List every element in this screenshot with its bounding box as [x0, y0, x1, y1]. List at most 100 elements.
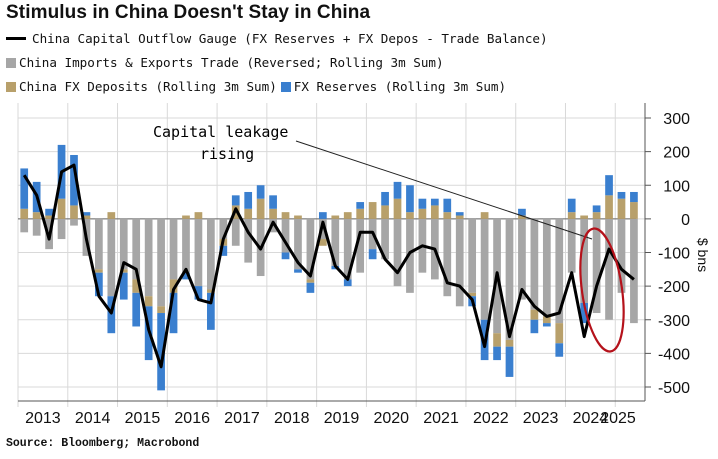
- bar: [294, 269, 302, 273]
- bar: [368, 202, 377, 219]
- bar: [567, 198, 576, 213]
- x-tick-label: 2019: [324, 410, 360, 427]
- bar: [381, 218, 389, 260]
- bar: [269, 208, 277, 219]
- bar: [592, 205, 601, 213]
- bar: [95, 269, 103, 273]
- bar: [493, 333, 501, 347]
- bar: [406, 212, 414, 219]
- bar: [95, 218, 103, 270]
- bar: [630, 191, 638, 203]
- annotation-line-1: Capital leakage: [153, 123, 288, 141]
- bar: [294, 218, 302, 270]
- bar: [580, 302, 589, 324]
- bar: [45, 208, 53, 216]
- bar: [356, 218, 365, 273]
- bar: [331, 215, 340, 219]
- y-tick-label: 100: [663, 178, 690, 195]
- bar: [480, 218, 489, 320]
- legend-row-2: China Imports & Exports Trade (Reversed;…: [6, 55, 448, 70]
- bar: [70, 205, 78, 219]
- y-tick-label: 0: [681, 212, 690, 229]
- legend-label-fx-reserves: FX Reserves (Rolling 3m Sum): [293, 79, 507, 94]
- bar: [107, 218, 116, 297]
- bar: [20, 218, 29, 233]
- x-tick-label: 2018: [274, 410, 310, 427]
- bar: [169, 292, 178, 334]
- bar: [605, 195, 613, 219]
- y-tick-label: 200: [663, 145, 690, 162]
- bar: [244, 208, 253, 219]
- x-tick-label: 2025: [600, 410, 636, 427]
- annotation-arrow: [295, 140, 593, 240]
- bar: [306, 279, 315, 283]
- chart-title: Stimulus in China Doesn't Stay in China: [6, 2, 371, 23]
- legend-swatch-outflow-gauge: [6, 37, 26, 40]
- bar: [343, 212, 352, 219]
- bar: [32, 212, 41, 219]
- x-tick-label: 2022: [473, 410, 509, 427]
- legend-swatch-fx-deposits: [6, 81, 16, 92]
- bar: [306, 218, 315, 280]
- bar: [107, 296, 116, 334]
- x-tick-label: 2023: [523, 410, 559, 427]
- bar: [20, 168, 29, 209]
- y-axis-label: $ bns: [695, 238, 711, 272]
- bar: [605, 175, 613, 196]
- bar: [356, 208, 365, 219]
- bar: [207, 292, 215, 330]
- bar: [318, 239, 327, 246]
- bar: [555, 343, 564, 357]
- annotation-line-2: rising: [200, 145, 254, 163]
- legend-label-trade: China Imports & Exports Trade (Reversed;…: [19, 55, 444, 70]
- bar: [418, 198, 427, 209]
- x-tick-label: 2014: [75, 410, 111, 427]
- bar: [505, 339, 514, 347]
- bar: [505, 218, 514, 340]
- bar: [343, 279, 352, 287]
- bar: [32, 218, 41, 236]
- legend-row-1: China Capital Outflow Gauge (FX Reserves…: [6, 31, 552, 46]
- bar: [455, 218, 464, 307]
- bar: [281, 212, 290, 219]
- y-tick-label: -400: [658, 346, 690, 363]
- bar: [119, 218, 128, 270]
- bar: [194, 286, 203, 300]
- legend-item-outflow-gauge: China Capital Outflow Gauge (FX Reserves…: [6, 31, 548, 46]
- bar: [194, 212, 203, 219]
- bar: [281, 218, 290, 253]
- y-tick-label: 300: [663, 111, 690, 128]
- bar: [455, 215, 464, 219]
- bar: [592, 212, 601, 219]
- x-tick-label: 2020: [373, 410, 409, 427]
- bar: [592, 218, 601, 314]
- outflow-gauge-line: [22, 163, 635, 369]
- bar: [580, 215, 589, 219]
- bar: [356, 202, 365, 209]
- bar: [244, 191, 253, 209]
- source-note: Source: Bloomberg; Macrobond: [6, 437, 200, 450]
- bar: [480, 212, 489, 219]
- bar: [219, 245, 228, 256]
- bar: [157, 218, 165, 307]
- legend-item-fx-deposits: China FX Deposits (Rolling 3m Sum): [6, 79, 277, 94]
- bar: [331, 218, 340, 266]
- bar: [82, 212, 91, 216]
- bar: [468, 218, 477, 293]
- legend-swatch-fx-reserves: [280, 81, 291, 92]
- bar: [95, 272, 103, 297]
- bar: [443, 218, 452, 297]
- bar: [518, 208, 526, 216]
- bar: [493, 346, 501, 361]
- bar: [381, 205, 389, 219]
- bar: [144, 218, 153, 297]
- bar: [630, 202, 638, 219]
- bar: [430, 205, 439, 219]
- bar: [530, 218, 539, 310]
- bar: [406, 185, 414, 213]
- y-tick-label: -100: [658, 246, 690, 263]
- legend-item-trade: China Imports & Exports Trade (Reversed;…: [6, 55, 444, 70]
- bar: [182, 215, 190, 219]
- bar: [567, 212, 576, 219]
